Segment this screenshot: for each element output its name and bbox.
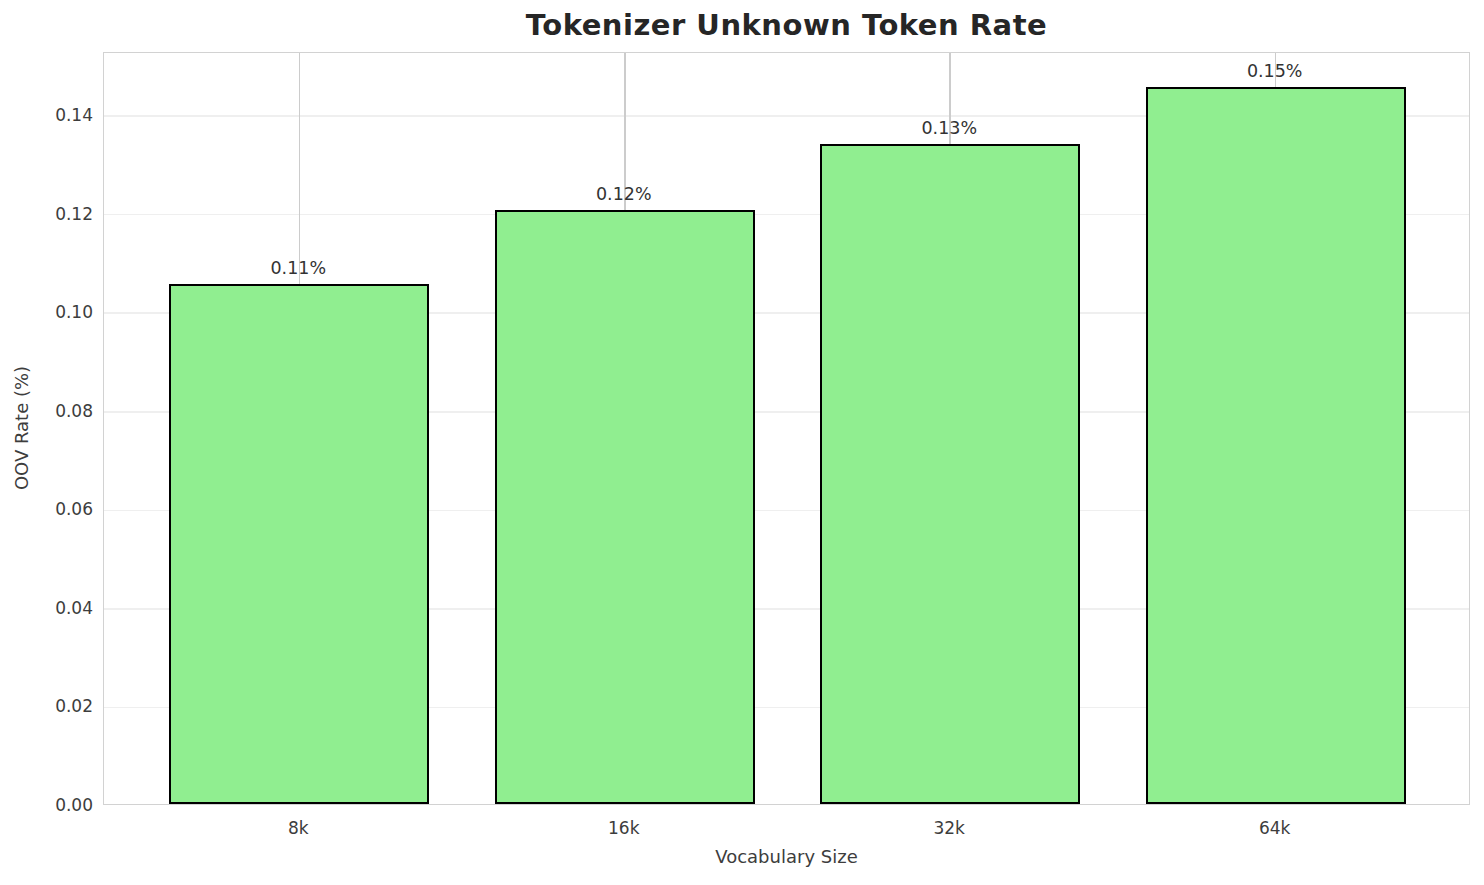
y-axis-label: OOV Rate (%) [11, 366, 32, 490]
x-tick-label: 32k [933, 818, 964, 838]
y-tick-label: 0.14 [3, 104, 93, 126]
x-tick-label: 16k [608, 818, 639, 838]
bar [1146, 87, 1406, 804]
x-tick-label: 64k [1259, 818, 1290, 838]
y-tick-label: 0.06 [3, 498, 93, 520]
bar [169, 284, 429, 804]
bar [820, 144, 1080, 804]
y-tick-label: 0.04 [3, 597, 93, 619]
bar-value-label: 0.13% [921, 118, 977, 138]
bar-chart-figure: Tokenizer Unknown Token Rate Vocabulary … [0, 0, 1484, 885]
bar-value-label: 0.11% [270, 258, 326, 278]
bar [495, 210, 755, 804]
chart-title: Tokenizer Unknown Token Rate [103, 8, 1470, 42]
bar-value-label: 0.15% [1247, 61, 1303, 81]
bar-value-label: 0.12% [596, 184, 652, 204]
plot-area [103, 52, 1470, 805]
y-tick-label: 0.08 [3, 400, 93, 422]
y-tick-label: 0.10 [3, 301, 93, 323]
y-tick-label: 0.02 [3, 695, 93, 717]
x-axis-label: Vocabulary Size [103, 846, 1470, 867]
x-tick-label: 8k [288, 818, 309, 838]
y-tick-label: 0.00 [3, 794, 93, 816]
y-tick-label: 0.12 [3, 203, 93, 225]
